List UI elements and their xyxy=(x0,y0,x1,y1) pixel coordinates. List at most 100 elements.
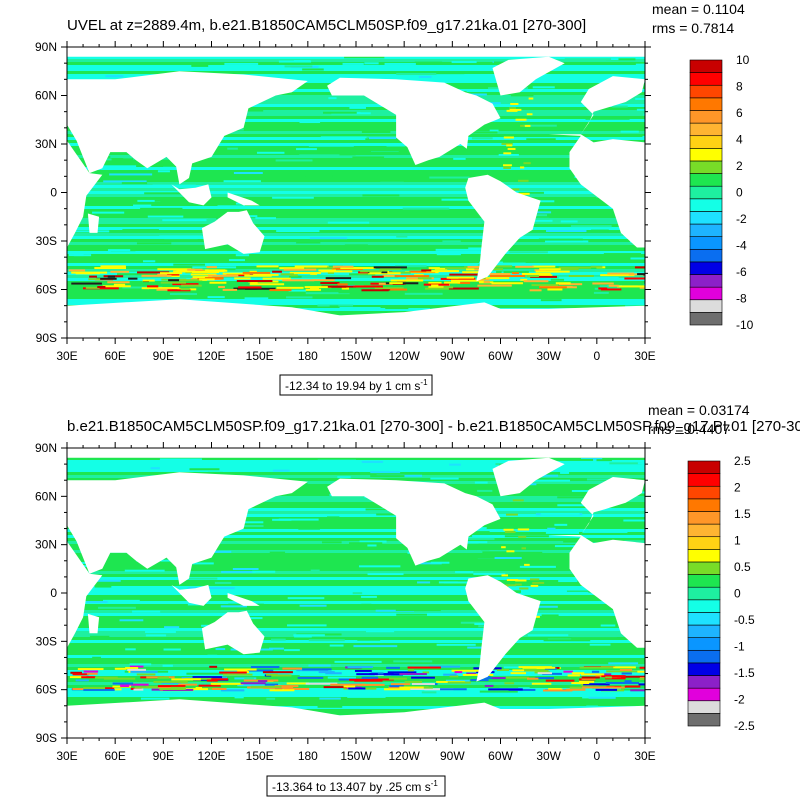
jet-streak xyxy=(582,686,615,689)
boundary-streak xyxy=(518,179,529,182)
jet-streak xyxy=(353,285,383,288)
jet-streak xyxy=(240,682,266,685)
ocean-streak xyxy=(90,165,137,168)
colorbar-swatch xyxy=(689,59,723,73)
y-tick-label: 90S xyxy=(36,331,57,345)
ocean-streak xyxy=(102,185,117,188)
jet-streak xyxy=(75,679,89,682)
colorbar-swatch xyxy=(689,312,723,326)
jet-streak xyxy=(178,683,198,686)
ocean-streak xyxy=(269,647,284,650)
jet-streak xyxy=(411,683,435,686)
jet-streak xyxy=(538,274,553,277)
ocean-streak xyxy=(159,235,203,238)
jet-streak xyxy=(244,274,272,277)
ocean-streak xyxy=(347,695,386,698)
ocean-streak xyxy=(361,130,391,133)
ocean-band xyxy=(67,595,645,598)
ocean-streak xyxy=(443,581,486,584)
ocean-streak xyxy=(570,225,612,228)
ocean-band xyxy=(67,110,645,113)
ocean-streak xyxy=(371,659,393,662)
panel-2-title: b.e21.B1850CAM5CLM50SP.f09_g17.21ka.01 [… xyxy=(67,418,800,435)
jet-streak xyxy=(159,272,183,275)
ocean-band xyxy=(67,236,645,239)
ocean-streak xyxy=(509,251,548,254)
land-polygon xyxy=(87,613,100,634)
ocean-streak xyxy=(125,648,136,651)
jet-streak xyxy=(280,273,294,276)
ocean-band xyxy=(67,125,645,128)
ocean-band xyxy=(67,140,645,143)
ocean-band xyxy=(67,293,645,296)
colorbar-label: -1.5 xyxy=(734,666,755,680)
ocean-band xyxy=(67,658,645,661)
ocean-band xyxy=(67,134,645,137)
ocean-streak xyxy=(302,68,324,71)
jet-streak xyxy=(497,668,510,671)
jet-streak xyxy=(94,676,118,679)
ocean-streak xyxy=(588,696,616,699)
land-polygon xyxy=(201,210,265,254)
ocean-streak xyxy=(228,294,259,297)
x-tick-label: 180 xyxy=(298,349,318,363)
ocean-streak xyxy=(366,136,413,139)
ocean-streak xyxy=(132,610,161,613)
colorbar-swatch xyxy=(689,72,723,86)
colorbar-swatch xyxy=(689,110,723,124)
x-tick-label: 0 xyxy=(593,749,600,763)
jet-streak xyxy=(624,277,645,280)
jet-streak xyxy=(271,674,292,677)
ocean-streak xyxy=(255,217,277,220)
ocean-streak xyxy=(597,228,620,231)
jet-streak xyxy=(371,275,384,278)
ocean-streak xyxy=(641,719,645,722)
jet-streak xyxy=(211,678,228,681)
ocean-band xyxy=(67,712,645,715)
jet-streak xyxy=(505,676,529,679)
jet-streak xyxy=(327,285,347,288)
ocean-band xyxy=(67,242,645,245)
jet-streak xyxy=(424,688,454,691)
boundary-streak xyxy=(503,166,511,169)
jet-streak xyxy=(380,267,402,270)
colorbar-label: 4 xyxy=(736,133,743,147)
ocean-streak xyxy=(305,174,333,177)
jet-streak xyxy=(168,279,180,282)
jet-streak xyxy=(219,671,247,674)
jet-streak xyxy=(191,270,220,273)
ocean-streak xyxy=(349,106,366,109)
boundary-streak xyxy=(507,147,516,150)
colorbar-swatch xyxy=(687,523,721,538)
ocean-streak xyxy=(489,129,499,132)
ocean-streak xyxy=(543,639,591,642)
ocean-streak xyxy=(414,61,443,64)
ocean-streak xyxy=(298,527,320,530)
jet-streak xyxy=(97,286,106,289)
ocean-band xyxy=(67,131,645,134)
jet-streak xyxy=(526,275,539,278)
boundary-streak xyxy=(503,164,512,167)
ocean-streak xyxy=(557,496,588,499)
land-polygon xyxy=(465,575,541,682)
ocean-streak xyxy=(365,630,395,633)
ocean-streak xyxy=(145,634,167,637)
jet-streak xyxy=(591,670,600,673)
ocean-band xyxy=(67,230,645,233)
ocean-streak xyxy=(635,97,645,100)
ocean-streak xyxy=(442,240,461,243)
ocean-streak xyxy=(296,241,321,244)
ocean-streak xyxy=(238,185,283,188)
ocean-streak xyxy=(560,471,570,474)
jet-streak xyxy=(448,287,479,290)
jet-streak xyxy=(218,286,225,289)
ocean-band xyxy=(67,200,645,203)
ocean-streak xyxy=(522,124,557,127)
jet-streak xyxy=(357,683,385,686)
jet-streak xyxy=(579,666,614,669)
jet-streak xyxy=(236,280,273,283)
ocean-streak xyxy=(407,246,429,249)
jet-streak xyxy=(600,274,635,277)
colorbar-swatch xyxy=(687,700,721,714)
ocean-streak xyxy=(526,211,552,214)
